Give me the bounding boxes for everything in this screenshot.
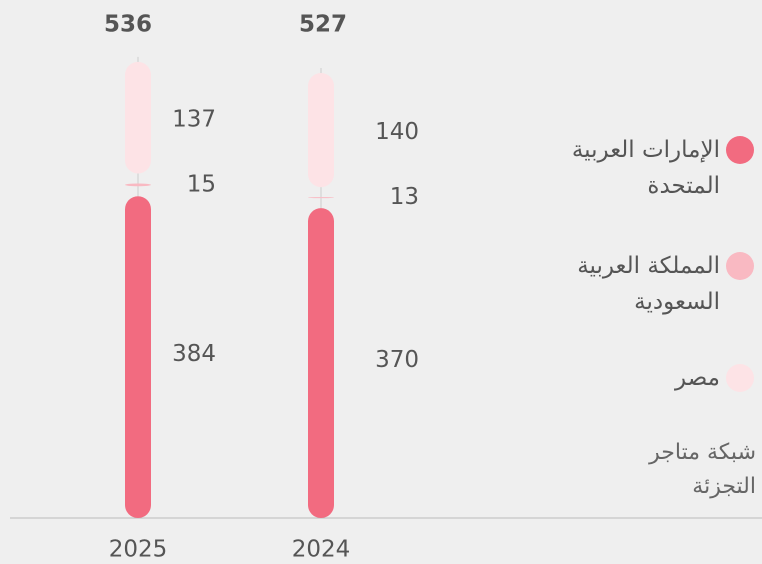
total-label: 536 xyxy=(104,12,152,38)
legend-label: مصر xyxy=(675,365,720,391)
bar-segment xyxy=(125,61,151,174)
total-label: 527 xyxy=(299,12,347,38)
legend-title: شبكة متاجر التجزئة xyxy=(649,440,756,499)
value-label: 384 xyxy=(172,341,216,367)
value-label: 140 xyxy=(375,119,419,145)
value-label: 13 xyxy=(390,184,419,210)
bar-segment xyxy=(125,183,151,187)
x-tick-label: 2024 xyxy=(292,537,351,563)
x-tick-label: 2025 xyxy=(109,537,168,563)
bar-segment xyxy=(308,208,334,518)
legend-swatch xyxy=(726,136,754,164)
legend-swatch xyxy=(726,364,754,392)
bar-segment xyxy=(308,72,334,188)
legend-label: الإمارات العربية المتحدة xyxy=(571,137,720,199)
value-label: 15 xyxy=(187,171,216,197)
legend-label: المملكة العربية السعودية xyxy=(577,253,720,315)
bar-segment xyxy=(125,196,151,518)
value-label: 137 xyxy=(172,107,216,133)
legend-swatch xyxy=(726,252,754,280)
value-label: 370 xyxy=(375,347,419,373)
bar-segment xyxy=(308,197,334,199)
